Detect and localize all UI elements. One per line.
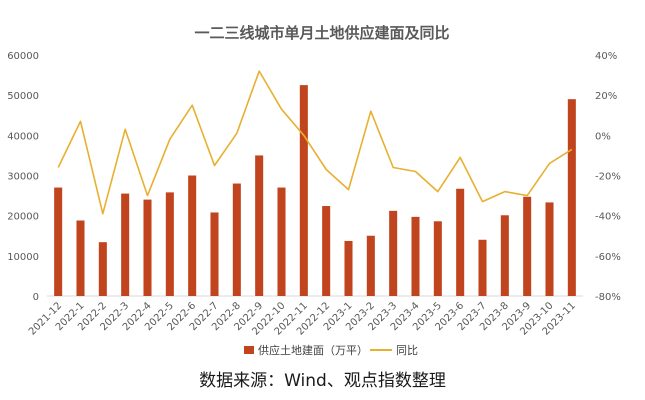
bar bbox=[500, 215, 509, 296]
right-tick-label: -20% bbox=[595, 172, 621, 183]
bar bbox=[366, 235, 375, 296]
chart-title: 一二三线城市单月土地供应建面及同比 bbox=[194, 24, 449, 42]
bar bbox=[277, 187, 286, 296]
right-tick-label: 40% bbox=[595, 51, 617, 62]
left-tick-label: 60000 bbox=[7, 51, 39, 62]
right-tick-label: -40% bbox=[595, 212, 621, 223]
bar bbox=[523, 196, 532, 296]
bar bbox=[255, 155, 264, 296]
line-series bbox=[57, 70, 573, 215]
bar bbox=[54, 187, 63, 296]
yoy-line bbox=[57, 70, 573, 215]
left-axis: 0 10000 20000 30000 40000 50000 60000 bbox=[7, 51, 39, 303]
bar bbox=[188, 175, 197, 296]
bar bbox=[299, 85, 308, 296]
bar bbox=[210, 212, 219, 296]
right-tick-label: 20% bbox=[595, 91, 617, 102]
x-axis-labels: 2021-122022-12022-22022-32022-42022-5202… bbox=[27, 300, 578, 337]
bar-series bbox=[54, 85, 576, 296]
right-axis: -80% -60% -40% -20% 0% 20% 40% bbox=[595, 51, 621, 303]
bar bbox=[411, 216, 420, 296]
bar bbox=[545, 202, 554, 296]
left-tick-label: 30000 bbox=[7, 172, 39, 183]
left-tick-label: 10000 bbox=[7, 252, 39, 263]
left-tick-label: 40000 bbox=[7, 131, 39, 142]
right-tick-label: -60% bbox=[595, 252, 621, 263]
source-caption: 数据来源：Wind、观点指数整理 bbox=[199, 371, 446, 391]
bar bbox=[165, 192, 174, 296]
x-tick-label: 2021-12 bbox=[27, 300, 64, 337]
bar bbox=[344, 240, 353, 296]
legend-bar-swatch bbox=[244, 346, 254, 354]
left-tick-label: 0 bbox=[33, 292, 39, 303]
bar bbox=[433, 221, 442, 296]
combo-chart: 一二三线城市单月土地供应建面及同比 0 10000 20000 30000 40000 5… bbox=[7, 24, 621, 357]
bar bbox=[143, 199, 152, 296]
bar bbox=[478, 239, 487, 296]
bar bbox=[76, 220, 85, 296]
bar bbox=[456, 188, 465, 296]
left-tick-label: 50000 bbox=[7, 91, 39, 102]
bar bbox=[98, 242, 107, 296]
right-tick-label: -80% bbox=[595, 292, 621, 303]
bar bbox=[121, 193, 130, 296]
legend: 供应土地建面（万平） 同比 bbox=[244, 343, 418, 357]
bar bbox=[567, 99, 576, 296]
right-tick-label: 0% bbox=[595, 131, 611, 142]
legend-line-label: 同比 bbox=[396, 344, 418, 357]
left-tick-label: 20000 bbox=[7, 212, 39, 223]
legend-bar-label: 供应土地建面（万平） bbox=[258, 343, 368, 357]
bar bbox=[322, 206, 331, 296]
bar bbox=[232, 183, 241, 296]
bar bbox=[389, 210, 398, 296]
